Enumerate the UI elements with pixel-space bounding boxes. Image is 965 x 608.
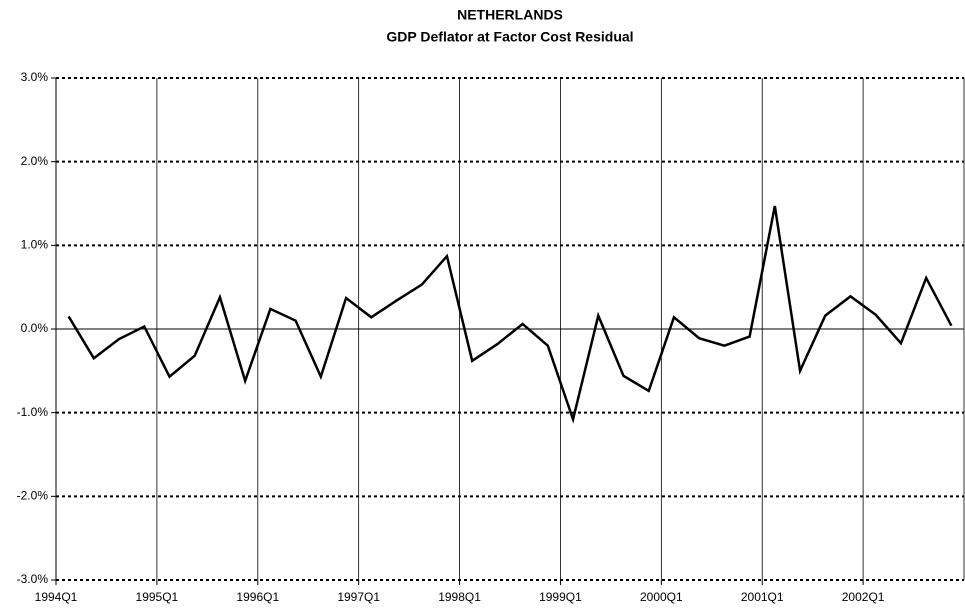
chart-title: NETHERLANDS (457, 7, 563, 23)
y-tick-label: 1.0% (21, 238, 49, 252)
x-tick-label: 2002Q1 (842, 590, 885, 604)
y-tick-label: 3.0% (21, 70, 49, 84)
x-tick-label: 2001Q1 (741, 590, 784, 604)
y-tick-label: 0.0% (21, 321, 49, 335)
x-tick-label: 1997Q1 (337, 590, 380, 604)
y-tick-label: -1.0% (17, 405, 49, 419)
x-tick-label: 1995Q1 (136, 590, 179, 604)
x-tick-label: 1999Q1 (539, 590, 582, 604)
y-tick-label: 2.0% (21, 154, 49, 168)
chart-subtitle: GDP Deflator at Factor Cost Residual (386, 29, 633, 45)
x-tick-label: 1998Q1 (438, 590, 481, 604)
y-tick-label: -3.0% (17, 572, 49, 586)
series-line (67, 205, 953, 424)
x-tick-label: 1996Q1 (236, 590, 279, 604)
x-tick-label: 2000Q1 (640, 590, 683, 604)
x-tick-label: 1994Q1 (35, 590, 78, 604)
y-tick-label: -2.0% (17, 489, 49, 503)
